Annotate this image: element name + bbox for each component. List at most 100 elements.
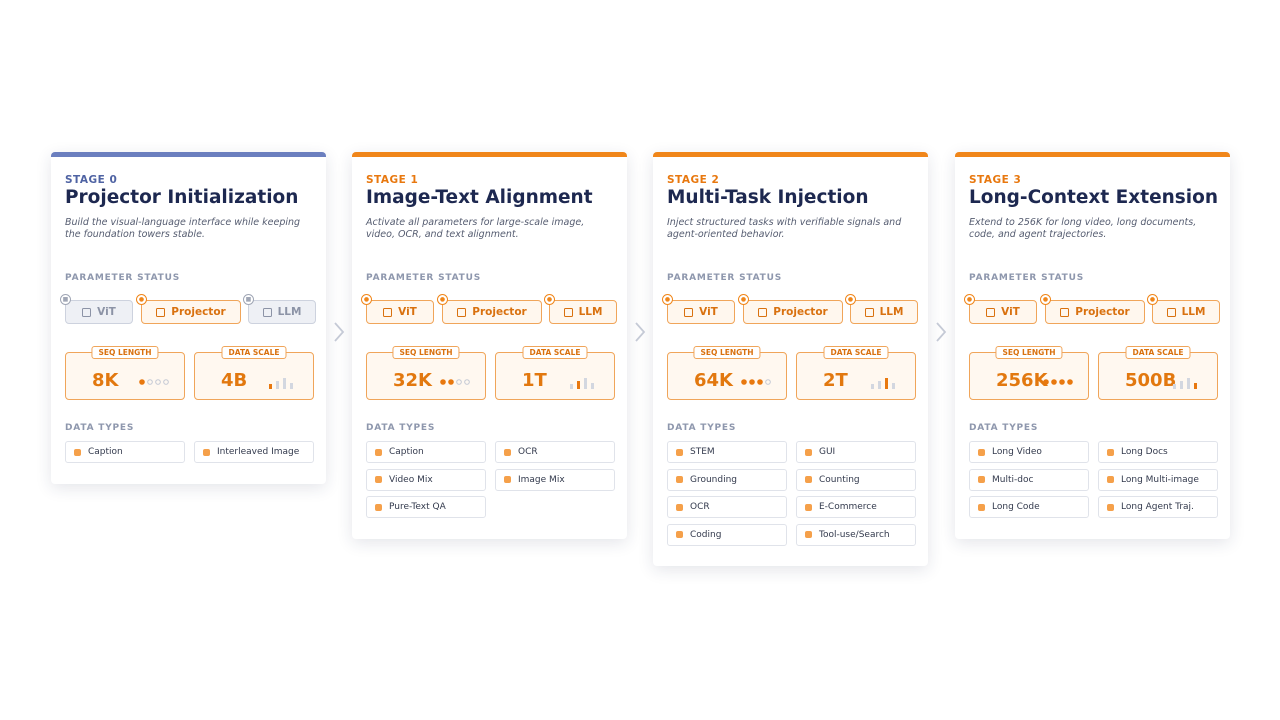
data-type-chip: Long Video <box>969 441 1089 463</box>
metric-value: 256K <box>996 370 1048 391</box>
param-icon <box>864 307 874 317</box>
param-chip: ● Projector <box>437 294 542 324</box>
param-chip: ● ViT <box>964 294 1037 324</box>
param-icon <box>383 307 393 317</box>
section-heading: DATA TYPES <box>969 423 1039 433</box>
param-name: LLM <box>879 306 904 318</box>
stage-title: Image-Text Alignment <box>366 187 593 208</box>
param-icon <box>457 307 467 317</box>
data-type-icon <box>805 476 812 483</box>
stage-label: STAGE 0 <box>65 174 118 186</box>
section-heading: PARAMETER STATUS <box>667 273 783 283</box>
data-type-chip: Caption <box>65 441 185 463</box>
data-type-chip: Video Mix <box>366 468 486 491</box>
data-type-name: Interleaved Image <box>217 447 300 457</box>
metric-label: DATA SCALE <box>522 346 588 359</box>
data-type-chip: Long Docs <box>1098 441 1218 463</box>
section-heading: DATA TYPES <box>366 423 436 433</box>
data-type-icon <box>805 448 812 456</box>
data-type-chip: Counting <box>796 468 916 491</box>
stage-title: Multi-Task Injection <box>667 187 869 208</box>
param-chip: ● LLM <box>1147 294 1220 324</box>
data-type-name: Coding <box>690 529 722 540</box>
stage-description: Build the visual-language interface whil… <box>65 217 301 240</box>
stage-arrow <box>936 322 947 342</box>
data-type-name: Tool-use/Search <box>819 529 890 540</box>
data-type-chip: Image Mix <box>495 468 615 491</box>
data-type-icon <box>805 503 812 511</box>
metric-decoration <box>570 378 594 389</box>
param-name: LLM <box>578 306 603 318</box>
metric-value: 1T <box>522 370 547 391</box>
metric-box: DATA SCALE 500B <box>1098 346 1218 400</box>
metric-box: SEQ LENGTH 64K <box>667 346 787 400</box>
status-badge: ● <box>662 294 673 305</box>
param-name: Projector <box>171 306 226 318</box>
stage-label: STAGE 1 <box>366 174 419 186</box>
metric-decoration <box>269 378 293 389</box>
data-type-name: Long Video <box>992 447 1042 457</box>
data-type-icon <box>375 503 382 511</box>
data-type-icon <box>504 476 511 483</box>
status-badge: ■ <box>243 294 254 305</box>
section-heading: PARAMETER STATUS <box>969 273 1085 283</box>
section-heading: PARAMETER STATUS <box>366 273 482 283</box>
metric-value: 4B <box>221 370 248 391</box>
data-type-icon <box>676 448 683 456</box>
data-type-chip: STEM <box>667 441 787 463</box>
metric-label: SEQ LENGTH <box>392 346 460 359</box>
metric-decoration <box>440 379 470 385</box>
data-type-name: Image Mix <box>518 474 565 485</box>
status-badge: ■ <box>60 294 71 305</box>
metric-decoration <box>139 379 169 385</box>
status-badge: ● <box>1040 294 1051 305</box>
param-name: Projector <box>472 306 527 318</box>
metric-value: 500B <box>1125 370 1177 391</box>
data-type-icon <box>74 448 81 456</box>
data-type-chip: Tool-use/Search <box>796 523 916 546</box>
stage-card: STAGE 2 Multi-Task Injection Inject struct… <box>653 152 928 566</box>
stage-description: Inject structured tasks with verifiable … <box>667 217 902 240</box>
section-heading: DATA TYPES <box>667 423 737 433</box>
param-chip: ● ViT <box>361 294 434 324</box>
metric-value: 8K <box>92 370 119 391</box>
metric-box: SEQ LENGTH 256K <box>969 346 1089 400</box>
param-icon <box>1060 307 1070 317</box>
metric-box: SEQ LENGTH 32K <box>366 346 486 400</box>
data-type-name: Caption <box>389 447 424 457</box>
param-icon <box>758 307 768 317</box>
param-chip: ● LLM <box>544 294 617 324</box>
metric-box: DATA SCALE 4B <box>194 346 314 400</box>
data-type-name: Grounding <box>690 474 738 485</box>
param-icon <box>563 307 573 317</box>
data-type-name: Video Mix <box>389 474 433 485</box>
status-badge: ● <box>544 294 555 305</box>
stage-arrow <box>635 322 646 342</box>
data-type-name: Caption <box>88 447 123 457</box>
data-type-icon <box>203 448 210 456</box>
data-type-name: Long Code <box>992 502 1040 512</box>
status-badge: ● <box>738 294 749 305</box>
data-type-name: Pure-Text QA <box>389 502 446 512</box>
param-chip: ● ViT <box>662 294 735 324</box>
status-badge: ● <box>845 294 856 305</box>
stage-title: Long-Context Extension <box>969 187 1219 208</box>
param-name: LLM <box>1181 306 1206 318</box>
param-chip: ● Projector <box>738 294 843 324</box>
stage-card: STAGE 3 Long-Context Extension Extend to 2… <box>955 152 1230 539</box>
param-name: Projector <box>1075 306 1130 318</box>
data-type-chip: OCR <box>667 496 787 518</box>
data-type-name: OCR <box>518 447 538 457</box>
data-type-icon <box>375 448 382 456</box>
data-type-icon <box>676 503 683 511</box>
data-type-icon <box>375 476 382 483</box>
data-type-chip: E-Commerce <box>796 496 916 518</box>
metric-label: SEQ LENGTH <box>995 346 1063 359</box>
metric-label: SEQ LENGTH <box>91 346 159 359</box>
data-type-icon <box>676 476 683 483</box>
param-name: ViT <box>97 306 116 318</box>
metric-decoration <box>1173 378 1197 389</box>
metric-box: SEQ LENGTH 8K <box>65 346 185 400</box>
stage-arrow <box>334 322 345 342</box>
data-type-chip: Caption <box>366 441 486 463</box>
